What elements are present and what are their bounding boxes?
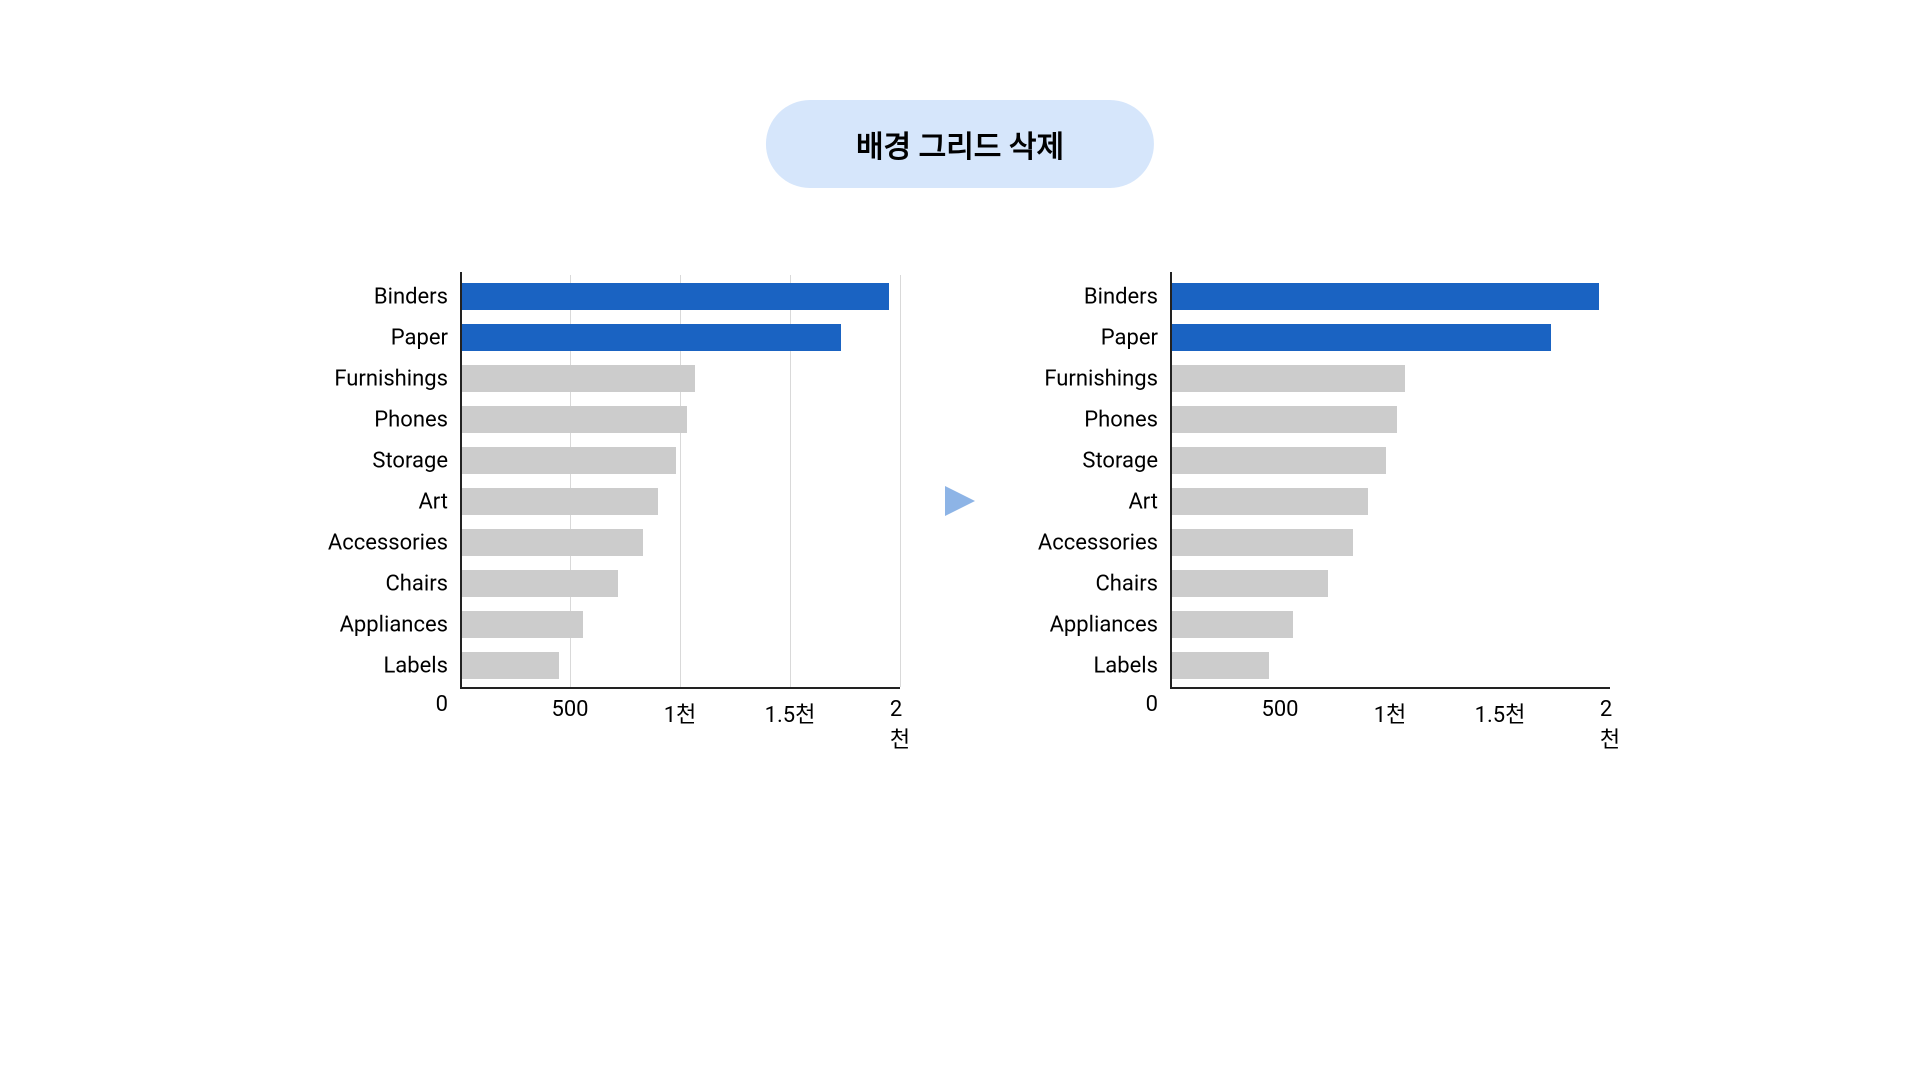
bar-row: Chairs — [460, 567, 900, 600]
bar-row: Accessories — [460, 526, 900, 559]
bar — [462, 406, 687, 433]
bar-row: Binders — [1170, 280, 1610, 313]
bar — [462, 283, 889, 310]
bar-row: Paper — [1170, 321, 1610, 354]
bar — [462, 611, 583, 638]
chart-left-bars: Binders Paper Furnishings Phones Storage Art A… — [460, 275, 900, 687]
bar-row: Paper — [460, 321, 900, 354]
chart-left: Binders Paper Furnishings Phones Storage Art A… — [310, 275, 900, 727]
bar — [462, 488, 658, 515]
gridline — [900, 275, 901, 687]
bar-row: Labels — [460, 649, 900, 682]
bar — [1172, 365, 1405, 392]
chart-right-bars: Binders Paper Furnishings Phones Storage Art A… — [1170, 275, 1610, 687]
bar-label: Furnishings — [334, 366, 448, 391]
x-tick: 500 — [551, 697, 588, 722]
bar — [1172, 529, 1353, 556]
bar-label: Phones — [374, 407, 448, 432]
x-tick-zero: 0 — [436, 692, 448, 717]
chart-right: Binders Paper Furnishings Phones Storage Art A… — [1020, 275, 1610, 727]
bar-label: Paper — [1101, 325, 1158, 350]
chart-left-xticks: 0 5001천1.5천2천 — [460, 687, 900, 727]
bar-row: Appliances — [1170, 608, 1610, 641]
bar — [1172, 283, 1599, 310]
bar-row: Chairs — [1170, 567, 1610, 600]
bar-label: Binders — [1084, 284, 1158, 309]
bar-label: Phones — [1084, 407, 1158, 432]
title-pill: 배경 그리드 삭제 — [766, 100, 1154, 188]
bar-row: Art — [460, 485, 900, 518]
bar — [1172, 488, 1368, 515]
x-tick: 1.5천 — [1475, 697, 1526, 729]
bar-label: Furnishings — [1044, 366, 1158, 391]
bar-label: Labels — [1093, 653, 1158, 678]
bar-label: Appliances — [1050, 612, 1158, 637]
bar-label: Art — [1128, 489, 1158, 514]
x-tick: 1천 — [664, 697, 697, 729]
bar-row: Art — [1170, 485, 1610, 518]
x-tick-zero: 0 — [1146, 692, 1158, 717]
bar-label: Art — [418, 489, 448, 514]
bar-label: Storage — [372, 448, 448, 473]
bar — [1172, 406, 1397, 433]
title-text: 배경 그리드 삭제 — [856, 130, 1064, 165]
bar-row: Binders — [460, 280, 900, 313]
bar — [462, 324, 841, 351]
bar-row: Phones — [1170, 403, 1610, 436]
bar-label: Paper — [391, 325, 448, 350]
bar-label: Chairs — [385, 571, 448, 596]
x-tick: 500 — [1261, 697, 1298, 722]
bar — [1172, 652, 1269, 679]
arrow-icon — [940, 481, 980, 521]
charts-container: Binders Paper Furnishings Phones Storage Art A… — [0, 275, 1920, 727]
chart-right-area: Binders Paper Furnishings Phones Storage Art A… — [1170, 275, 1610, 727]
bar-label: Accessories — [1038, 530, 1158, 555]
bar — [1172, 324, 1551, 351]
bar-label: Appliances — [340, 612, 448, 637]
bar — [1172, 447, 1386, 474]
bar-label: Accessories — [328, 530, 448, 555]
bar-row: Furnishings — [1170, 362, 1610, 395]
bar — [462, 365, 695, 392]
bar — [1172, 570, 1328, 597]
bar — [462, 529, 643, 556]
chart-right-xticks: 0 5001천1.5천2천 — [1170, 687, 1610, 727]
bar-label: Labels — [383, 653, 448, 678]
bar — [462, 570, 618, 597]
bar-row: Accessories — [1170, 526, 1610, 559]
bar-row: Labels — [1170, 649, 1610, 682]
bar-row: Appliances — [460, 608, 900, 641]
bar-row: Furnishings — [460, 362, 900, 395]
bar-row: Storage — [460, 444, 900, 477]
bar — [462, 652, 559, 679]
x-tick: 2천 — [890, 697, 910, 754]
chart-left-area: Binders Paper Furnishings Phones Storage Art A… — [460, 275, 900, 727]
x-tick: 2천 — [1600, 697, 1620, 754]
x-tick: 1천 — [1374, 697, 1407, 729]
bar-row: Storage — [1170, 444, 1610, 477]
x-tick: 1.5천 — [765, 697, 816, 729]
bar-row: Phones — [460, 403, 900, 436]
bar — [1172, 611, 1293, 638]
bar-label: Storage — [1082, 448, 1158, 473]
bar-label: Binders — [374, 284, 448, 309]
bar — [462, 447, 676, 474]
bar-label: Chairs — [1095, 571, 1158, 596]
